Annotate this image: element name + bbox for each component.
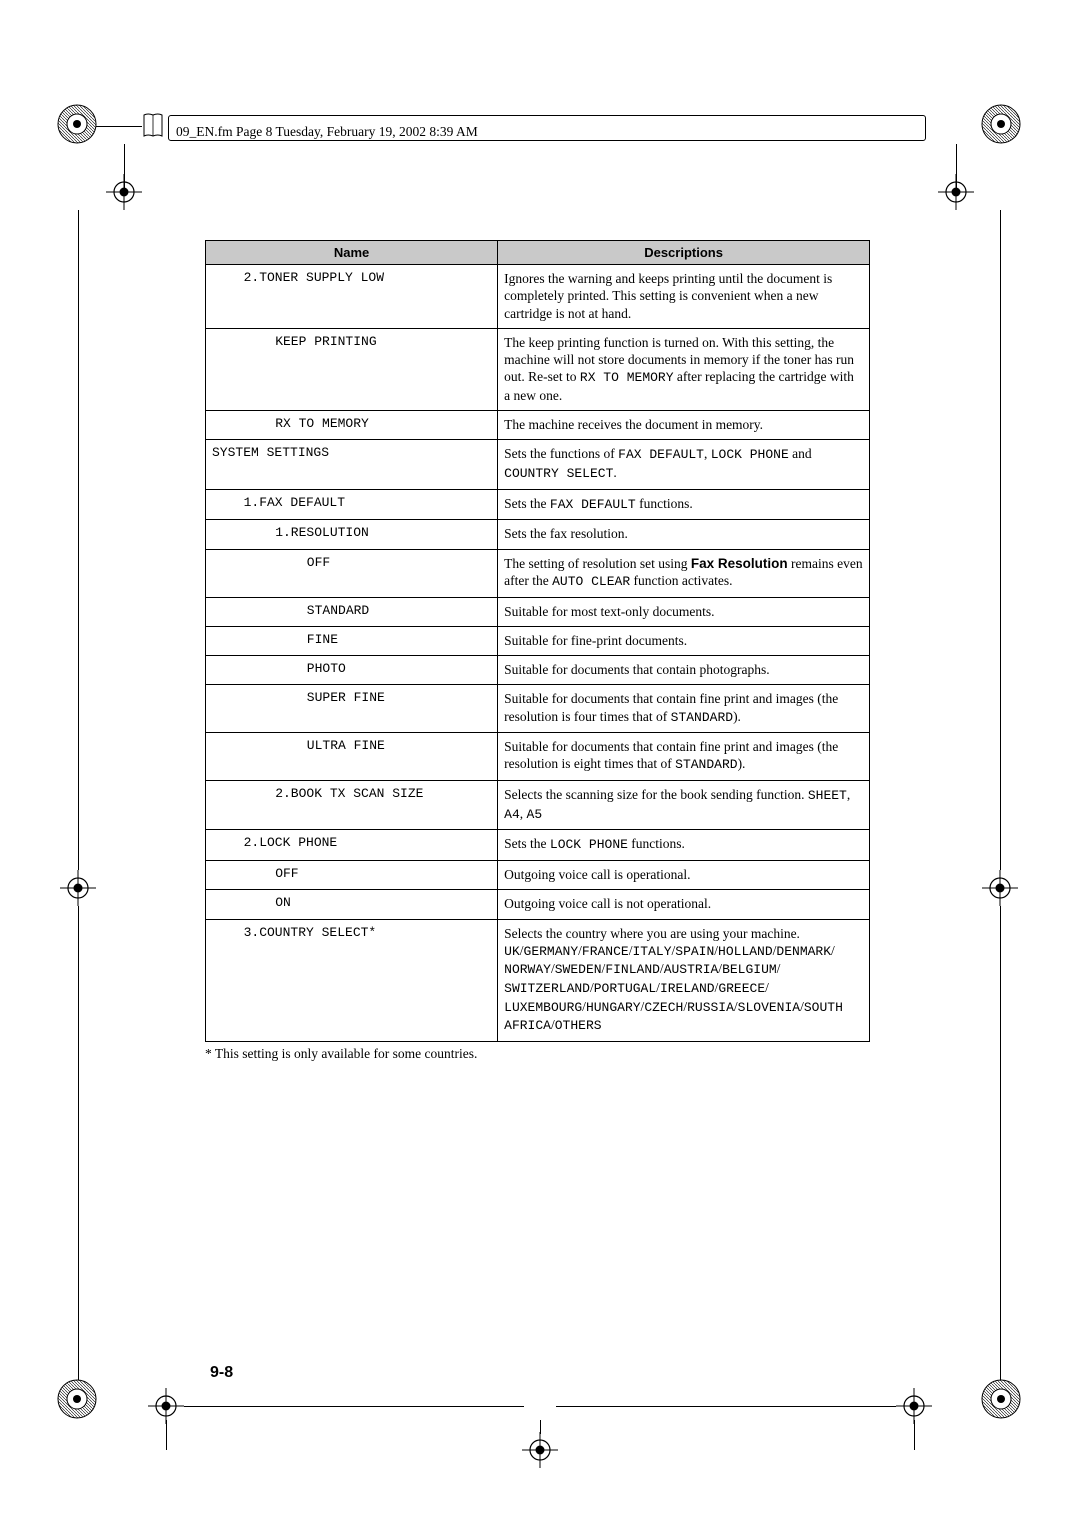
table-row: SUPER FINESuitable for documents that co… [206, 685, 870, 733]
guide-line [956, 144, 957, 194]
setting-description: Selects the country where you are using … [498, 919, 870, 1041]
table-row: OFFOutgoing voice call is operational. [206, 860, 870, 889]
setting-name: SUPER FINE [206, 685, 498, 733]
table-row: 2.TONER SUPPLY LOWIgnores the warning an… [206, 265, 870, 329]
setting-description: Sets the LOCK PHONE functions. [498, 830, 870, 861]
register-mark [60, 870, 96, 906]
setting-name: RX TO MEMORY [206, 411, 498, 440]
setting-description: Sets the functions of FAX DEFAULT, LOCK … [498, 440, 870, 489]
setting-name: 1.RESOLUTION [206, 520, 498, 549]
setting-description: Outgoing voice call is not operational. [498, 890, 870, 919]
content-area: Name Descriptions 2.TONER SUPPLY LOWIgno… [205, 240, 870, 1062]
register-mark [982, 870, 1018, 906]
setting-description: Suitable for documents that contain fine… [498, 685, 870, 733]
setting-name: KEEP PRINTING [206, 328, 498, 410]
setting-name: ULTRA FINE [206, 733, 498, 781]
book-icon [142, 111, 164, 141]
register-mark [148, 1388, 184, 1424]
table-row: 1.RESOLUTIONSets the fax resolution. [206, 520, 870, 549]
guide-line [184, 1406, 524, 1407]
setting-name: 3.COUNTRY SELECT* [206, 919, 498, 1041]
table-row: PHOTOSuitable for documents that contain… [206, 656, 870, 685]
corner-ornament-bl [56, 1378, 98, 1420]
col-header-name: Name [206, 241, 498, 265]
setting-description: The keep printing function is turned on.… [498, 328, 870, 410]
page-number: 9-8 [210, 1364, 233, 1382]
guide-line [78, 210, 79, 870]
table-row: 2.LOCK PHONESets the LOCK PHONE function… [206, 830, 870, 861]
corner-ornament-tl [56, 103, 98, 145]
guide-line [1000, 210, 1001, 870]
setting-name: 2.LOCK PHONE [206, 830, 498, 861]
guide-line [1000, 906, 1001, 1380]
setting-description: Sets the FAX DEFAULT functions. [498, 489, 870, 520]
table-row: KEEP PRINTINGThe keep printing function … [206, 328, 870, 410]
table-row: RX TO MEMORYThe machine receives the doc… [206, 411, 870, 440]
table-row: OFFThe setting of resolution set using F… [206, 549, 870, 597]
setting-description: Outgoing voice call is operational. [498, 860, 870, 889]
header-text: 09_EN.fm Page 8 Tuesday, February 19, 20… [176, 124, 486, 140]
register-mark [896, 1388, 932, 1424]
table-row: 2.BOOK TX SCAN SIZESelects the scanning … [206, 781, 870, 830]
setting-name: OFF [206, 860, 498, 889]
setting-name: PHOTO [206, 656, 498, 685]
table-row: ULTRA FINESuitable for documents that co… [206, 733, 870, 781]
guide-line [96, 126, 142, 127]
setting-description: Suitable for documents that contain phot… [498, 656, 870, 685]
setting-description: Selects the scanning size for the book s… [498, 781, 870, 830]
guide-line [540, 1420, 541, 1434]
corner-ornament-tr [980, 103, 1022, 145]
setting-name: FINE [206, 626, 498, 655]
table-row: 1.FAX DEFAULTSets the FAX DEFAULT functi… [206, 489, 870, 520]
register-mark [522, 1432, 558, 1468]
setting-name: 2.BOOK TX SCAN SIZE [206, 781, 498, 830]
setting-description: Suitable for documents that contain fine… [498, 733, 870, 781]
guide-line [556, 1406, 896, 1407]
setting-description: The setting of resolution set using Fax … [498, 549, 870, 597]
setting-description: Sets the fax resolution. [498, 520, 870, 549]
setting-name: STANDARD [206, 597, 498, 626]
settings-table: Name Descriptions 2.TONER SUPPLY LOWIgno… [205, 240, 870, 1042]
table-row: STANDARDSuitable for most text-only docu… [206, 597, 870, 626]
setting-description: The machine receives the document in mem… [498, 411, 870, 440]
setting-description: Suitable for fine-print documents. [498, 626, 870, 655]
table-row: SYSTEM SETTINGSSets the functions of FAX… [206, 440, 870, 489]
table-row: ONOutgoing voice call is not operational… [206, 890, 870, 919]
table-row: 3.COUNTRY SELECT*Selects the country whe… [206, 919, 870, 1041]
table-row: FINESuitable for fine-print documents. [206, 626, 870, 655]
setting-name: ON [206, 890, 498, 919]
setting-name: SYSTEM SETTINGS [206, 440, 498, 489]
guide-line [124, 144, 125, 194]
guide-line [914, 1420, 915, 1450]
setting-name: 1.FAX DEFAULT [206, 489, 498, 520]
col-header-desc: Descriptions [498, 241, 870, 265]
guide-line [166, 1420, 167, 1450]
setting-name: OFF [206, 549, 498, 597]
setting-description: Ignores the warning and keeps printing u… [498, 265, 870, 329]
setting-description: Suitable for most text-only documents. [498, 597, 870, 626]
guide-line [78, 906, 79, 1380]
setting-name: 2.TONER SUPPLY LOW [206, 265, 498, 329]
corner-ornament-br [980, 1378, 1022, 1420]
footnote: * This setting is only available for som… [205, 1046, 870, 1062]
